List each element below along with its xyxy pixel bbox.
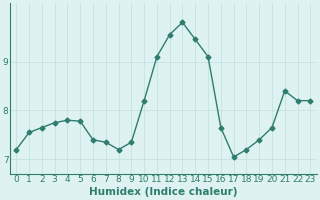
X-axis label: Humidex (Indice chaleur): Humidex (Indice chaleur): [89, 187, 237, 197]
